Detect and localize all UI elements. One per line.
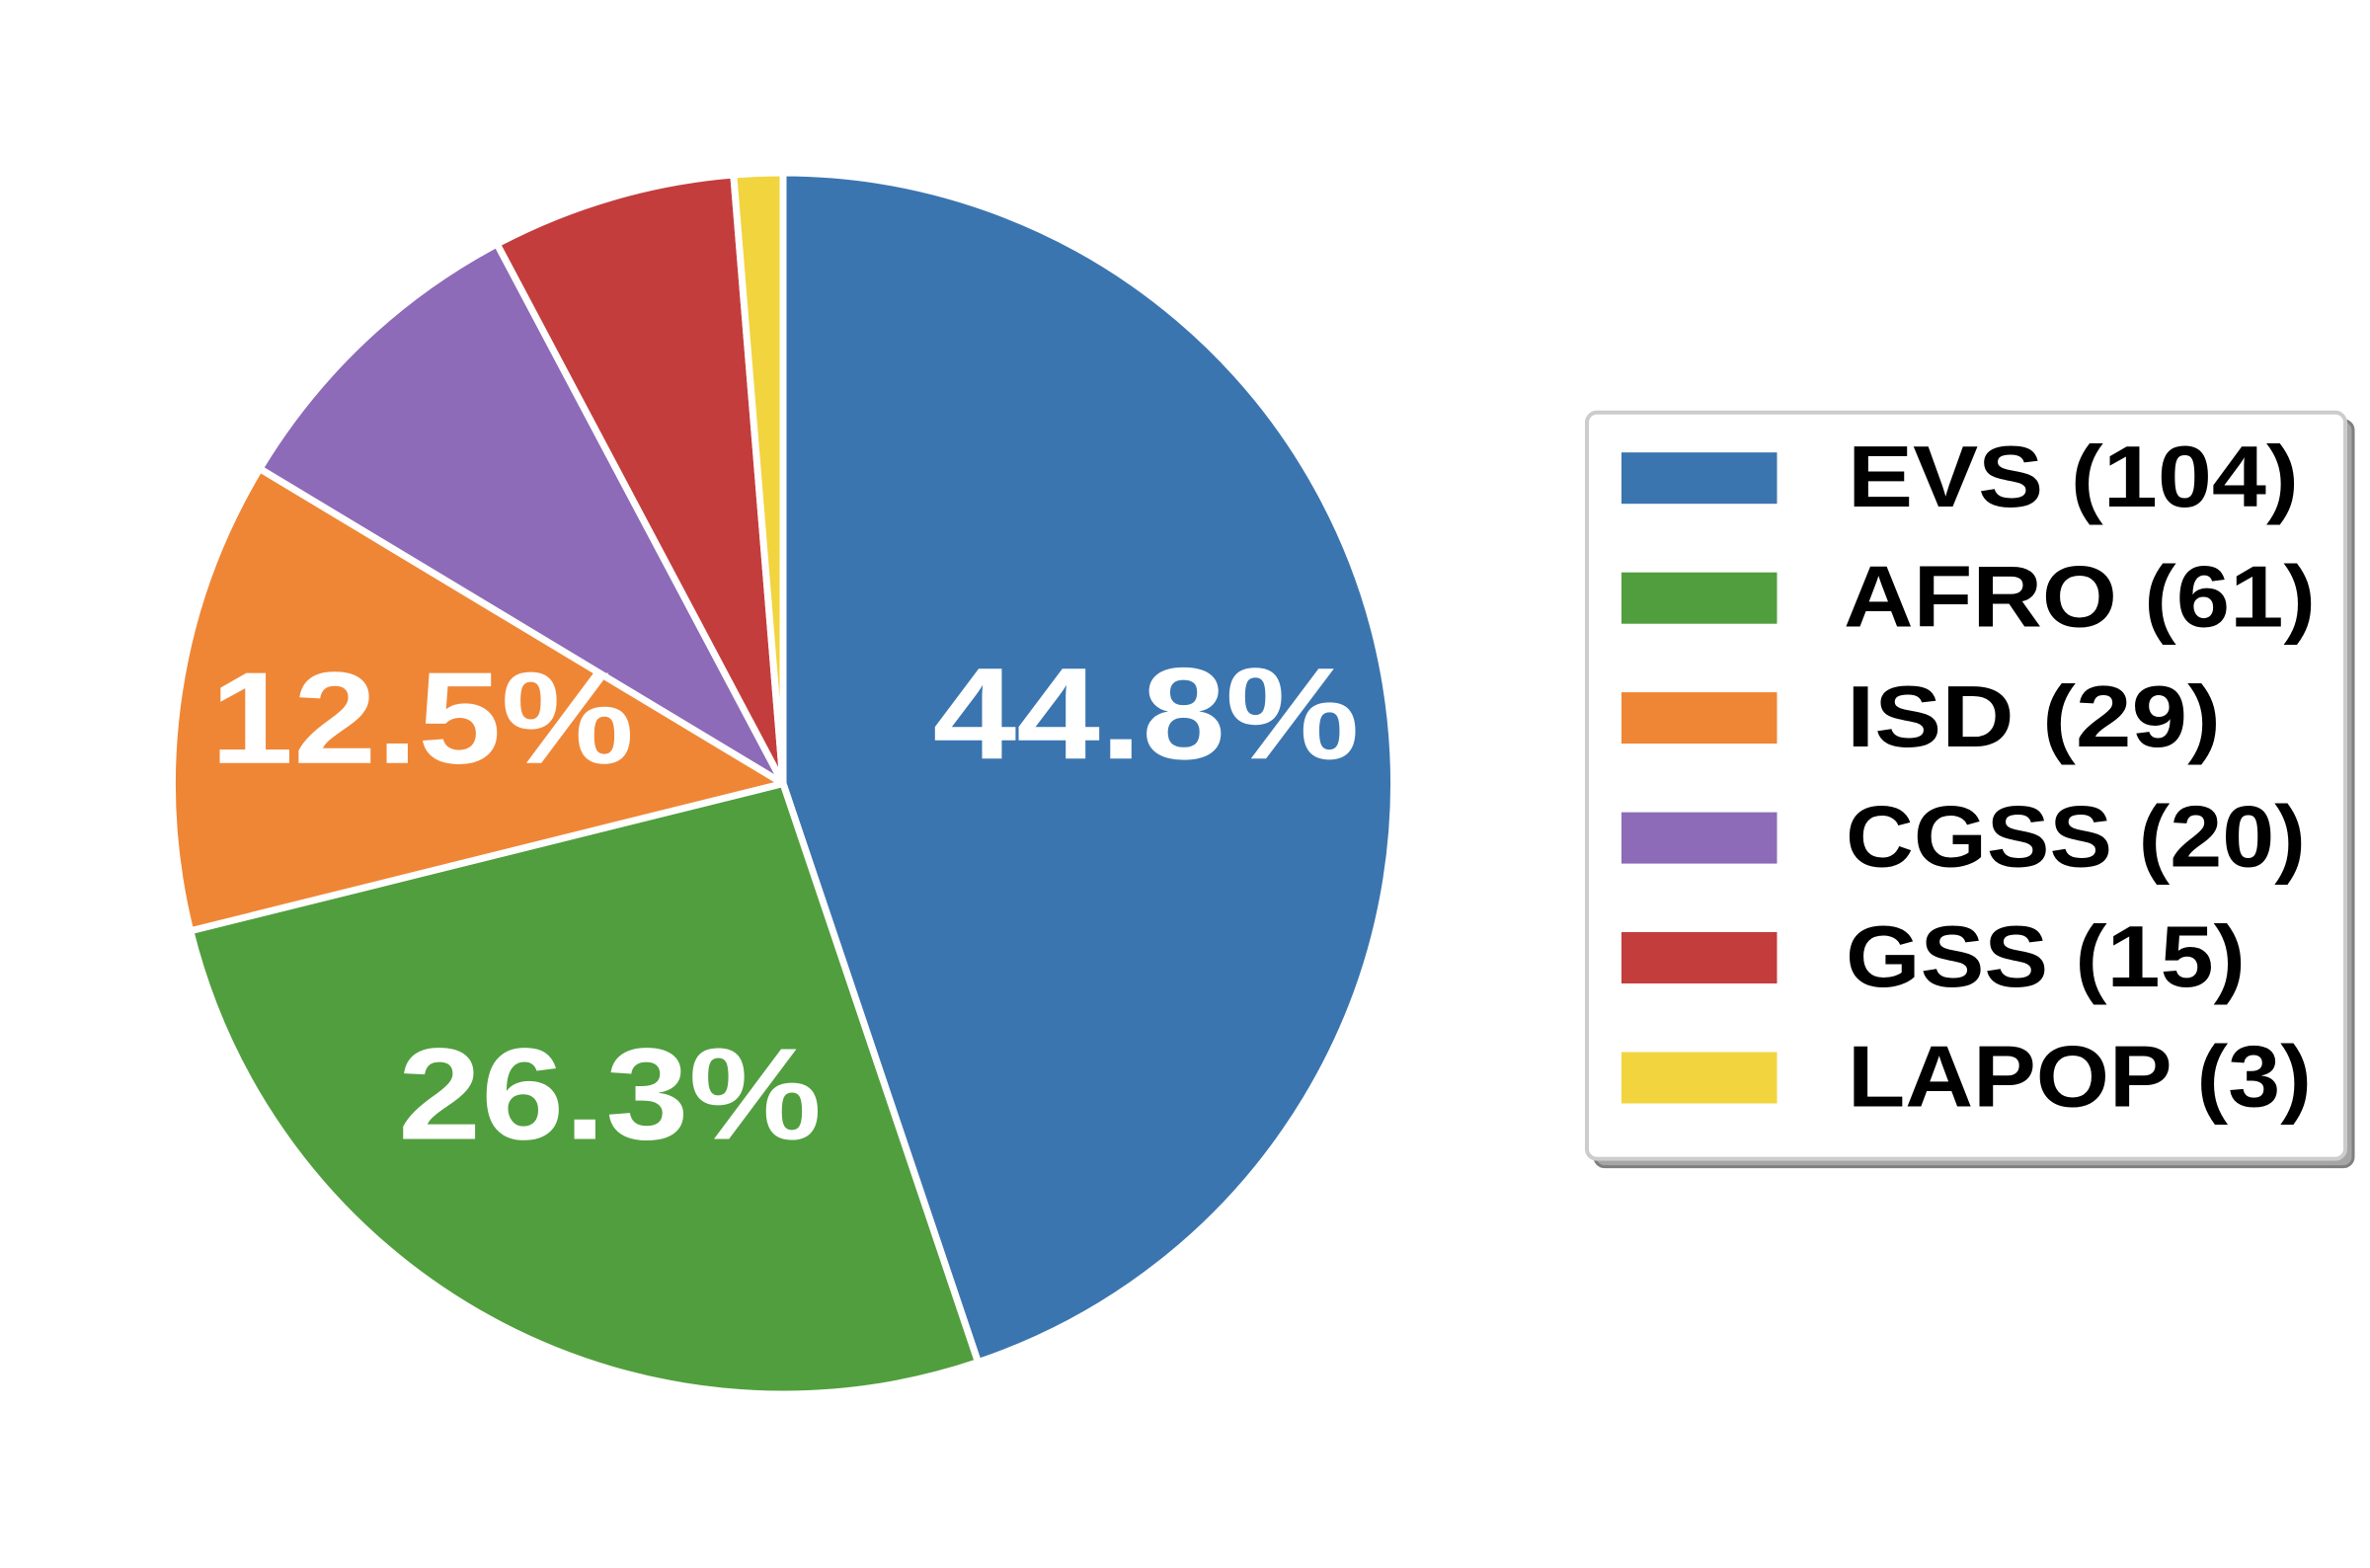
svg-text:LAPOP (3): LAPOP (3) — [1848, 1028, 2312, 1126]
svg-text:AFRO (61): AFRO (61) — [1844, 548, 2316, 646]
svg-text:26.3%: 26.3% — [398, 1022, 822, 1168]
svg-text:44.8%: 44.8% — [933, 641, 1360, 787]
svg-text:CGSS (20): CGSS (20) — [1846, 788, 2306, 886]
svg-text:12.5%: 12.5% — [210, 646, 634, 792]
svg-text:GSS (15): GSS (15) — [1846, 907, 2246, 1005]
svg-text:EVS (104): EVS (104) — [1848, 428, 2299, 525]
svg-text:ISD (29): ISD (29) — [1847, 667, 2221, 765]
